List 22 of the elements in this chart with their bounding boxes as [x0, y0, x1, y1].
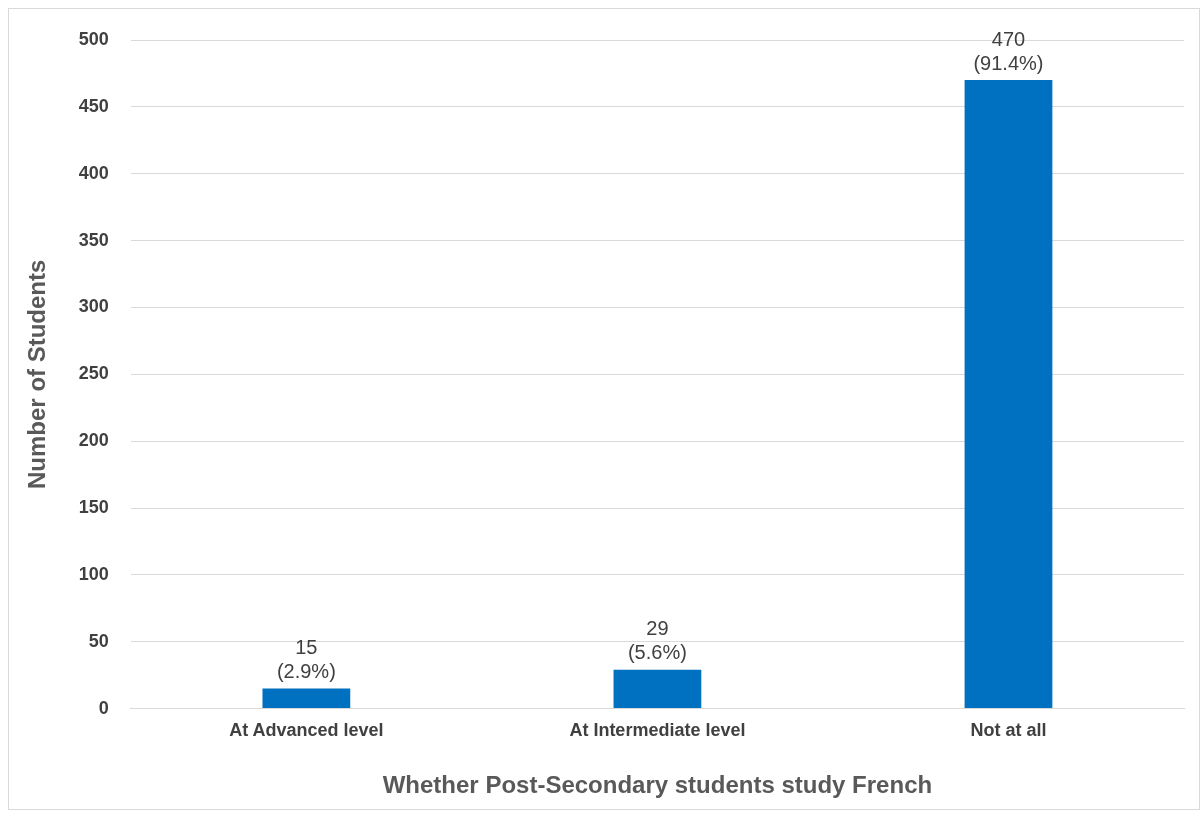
y-tick-label: 250: [78, 363, 109, 384]
x-axis-title: Whether Post-Secondary students study French: [382, 771, 933, 799]
bar: [613, 669, 702, 709]
data-label: 470 (91.4%): [973, 27, 1044, 74]
y-tick-label: 350: [78, 229, 109, 250]
y-tick-label: 50: [88, 630, 109, 651]
y-axis-title: Number of Students: [23, 259, 51, 489]
bar: [964, 80, 1053, 709]
data-label: 29 (5.6%): [627, 617, 687, 664]
y-tick-label: 150: [78, 496, 109, 517]
y-tick-label: 450: [78, 95, 109, 116]
y-tick-label: 0: [98, 697, 109, 718]
x-tick-label: At Advanced level: [229, 720, 384, 741]
y-tick-label: 400: [78, 162, 109, 183]
x-tick-label: At Intermediate level: [569, 720, 746, 741]
y-tick-label: 200: [78, 430, 109, 451]
x-tick-label: Not at all: [970, 720, 1047, 741]
y-tick-label: 100: [78, 563, 109, 584]
y-tick-label: 500: [78, 28, 109, 49]
bar: [262, 688, 351, 709]
y-tick-label: 300: [78, 296, 109, 317]
data-label: 15 (2.9%): [276, 636, 336, 683]
